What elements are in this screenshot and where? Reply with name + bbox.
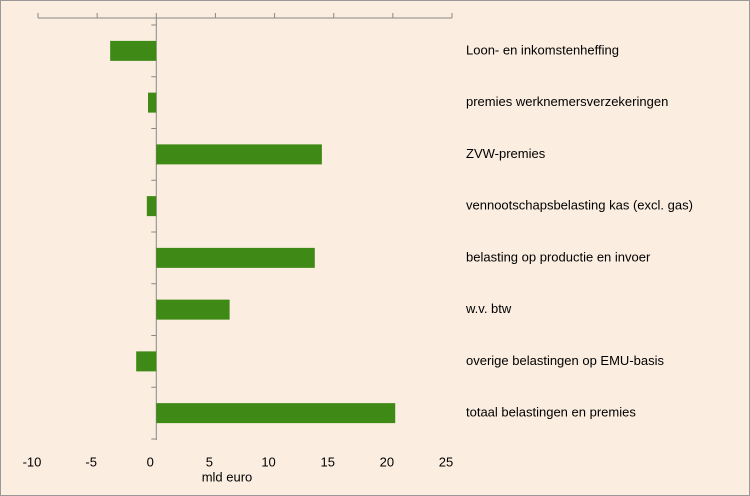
category-label: vennootschapsbelasting kas (excl. gas) xyxy=(466,198,693,213)
category-label: Loon- en inkomstenheffing xyxy=(466,42,619,57)
x-tick-label: 5 xyxy=(206,454,213,469)
bar xyxy=(156,299,230,320)
x-tick-label: 10 xyxy=(261,454,275,469)
x-tick-label: -10 xyxy=(23,454,42,469)
bar xyxy=(148,92,157,113)
x-tick-label: 0 xyxy=(147,454,154,469)
x-tick-label: -5 xyxy=(85,454,97,469)
category-label: overige belastingen op EMU-basis xyxy=(466,353,664,368)
category-label: w.v. btw xyxy=(465,301,512,316)
category-label: ZVW-premies xyxy=(466,146,546,161)
x-tick-label: 15 xyxy=(320,454,334,469)
x-axis-title: mld euro xyxy=(202,469,253,484)
bar xyxy=(146,196,157,217)
category-label: belasting op productie en invoer xyxy=(466,249,651,264)
x-tick-label: 20 xyxy=(380,454,394,469)
bar xyxy=(156,144,322,165)
category-label: totaal belastingen en premies xyxy=(466,405,636,420)
category-label: premies werknemersverzekeringen xyxy=(466,94,668,109)
bar xyxy=(136,351,157,372)
bar xyxy=(156,403,396,424)
bar xyxy=(110,40,157,61)
bar xyxy=(156,247,315,268)
x-tick-label: 25 xyxy=(439,454,453,469)
